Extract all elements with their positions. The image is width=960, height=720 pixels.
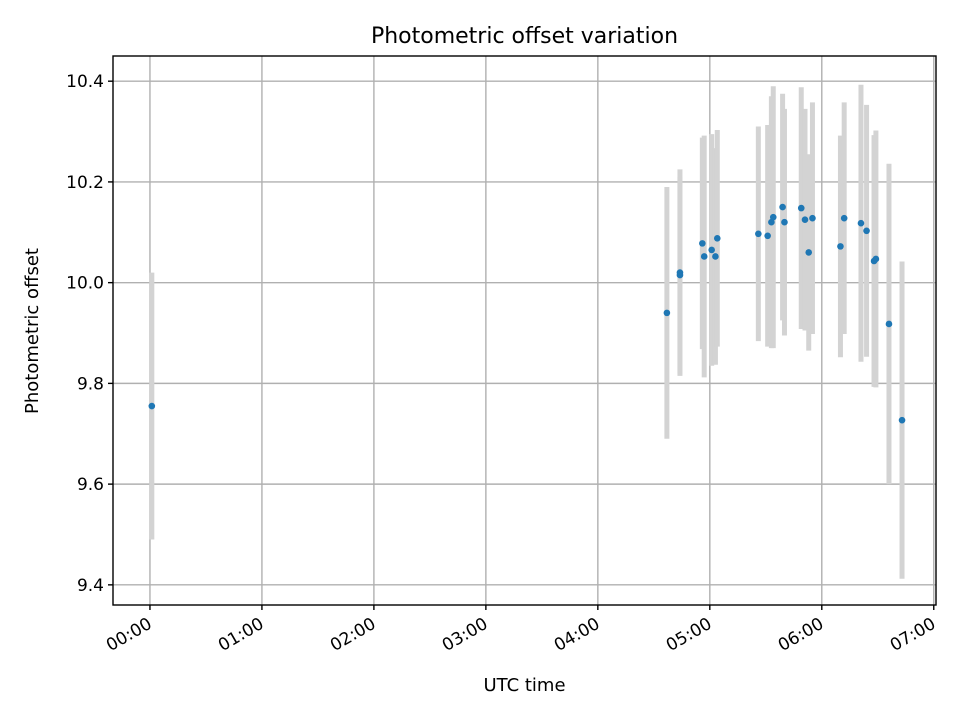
data-point bbox=[885, 320, 893, 328]
data-point bbox=[700, 253, 708, 260]
data-point bbox=[779, 203, 786, 211]
data-point bbox=[764, 232, 771, 240]
x-tick-label: 04:00 bbox=[551, 614, 603, 656]
plot-frame bbox=[112, 55, 937, 606]
data-point bbox=[708, 246, 715, 254]
y-axis-label: Photometric offset bbox=[22, 248, 43, 414]
x-tick-label: 07:00 bbox=[887, 614, 939, 656]
data-point bbox=[713, 235, 721, 242]
y-tick-label: 10.4 bbox=[66, 72, 104, 92]
data-points bbox=[148, 203, 906, 424]
data-point bbox=[699, 240, 706, 247]
data-point bbox=[840, 214, 848, 222]
data-point bbox=[781, 218, 788, 226]
data-point bbox=[769, 213, 777, 221]
x-tick-label: 00:00 bbox=[103, 614, 155, 656]
data-point bbox=[809, 214, 816, 222]
data-point bbox=[863, 227, 870, 235]
data-point bbox=[898, 416, 906, 424]
x-tick-label: 03:00 bbox=[439, 614, 491, 656]
y-axis-ticks: 9.4 9.6 9.8 10.0 10.2 10.4 bbox=[66, 72, 113, 596]
y-tick-label: 10.2 bbox=[66, 173, 104, 193]
data-point bbox=[837, 243, 844, 250]
data-point bbox=[801, 216, 809, 223]
data-point bbox=[857, 219, 865, 227]
x-tick-label: 06:00 bbox=[775, 614, 827, 656]
data-point bbox=[797, 204, 805, 212]
x-axis-ticks: 00:00 01:00 02:00 03:00 04:00 05:00 06:00 07:00 bbox=[103, 605, 939, 656]
y-tick-label: 10.0 bbox=[66, 274, 104, 294]
error-bars bbox=[149, 84, 905, 579]
data-point bbox=[872, 255, 880, 263]
data-point bbox=[768, 218, 775, 226]
x-tick-label: 01:00 bbox=[215, 614, 267, 656]
y-tick-label: 9.8 bbox=[77, 374, 104, 394]
data-point bbox=[663, 309, 671, 317]
data-point bbox=[805, 249, 813, 256]
data-point bbox=[712, 253, 719, 260]
data-point bbox=[755, 230, 762, 238]
data-point bbox=[148, 402, 156, 410]
data-point bbox=[676, 271, 684, 279]
x-tick-label: 02:00 bbox=[327, 614, 379, 656]
chart-title: Photometric offset variation bbox=[371, 24, 678, 49]
x-tick-label: 05:00 bbox=[663, 614, 715, 656]
y-tick-label: 9.6 bbox=[77, 475, 104, 495]
y-tick-label: 9.4 bbox=[77, 576, 104, 596]
x-axis-label: UTC time bbox=[483, 675, 565, 696]
